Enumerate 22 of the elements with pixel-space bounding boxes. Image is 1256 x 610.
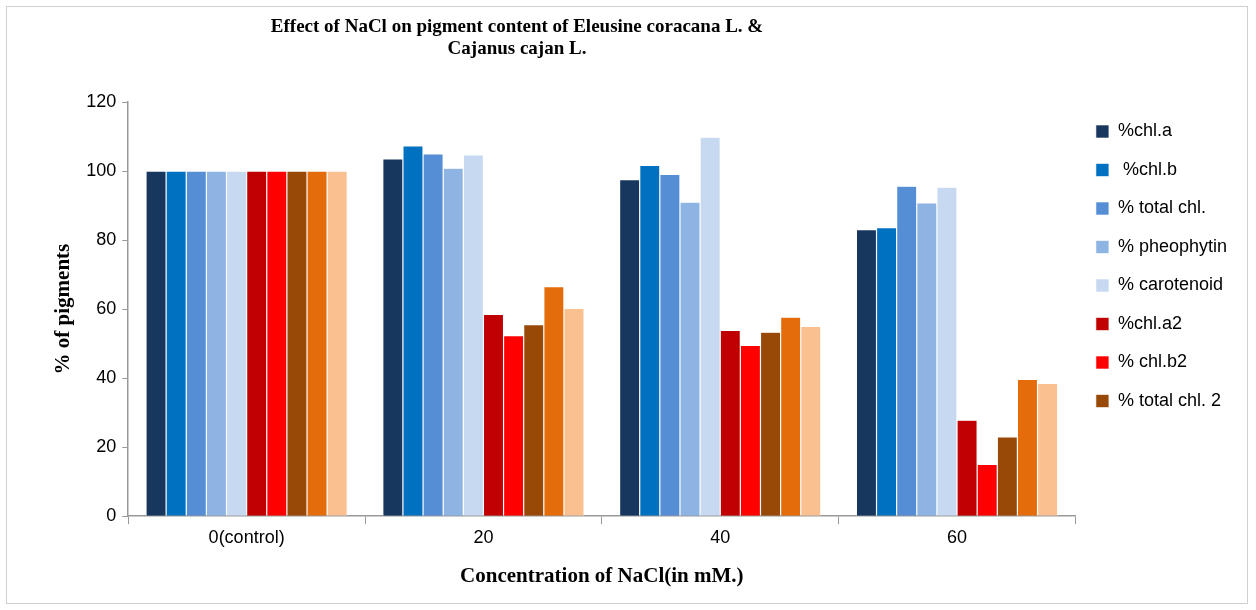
y-tick-label: 60 — [96, 298, 117, 319]
y-tick-label: 20 — [96, 436, 117, 457]
y-tick-label: 120 — [86, 90, 117, 111]
y-tick-label: 40 — [96, 367, 117, 388]
chart-title: Effect of NaCl on pigment content of Eleusine coracana L. & Cajanus cajan L. — [269, 15, 765, 59]
legend-label: % pheophytin — [1117, 235, 1228, 256]
legend-label: %chl.b — [1117, 158, 1177, 179]
legend-label: % total chl. 2 — [1117, 389, 1221, 410]
x-tick-label: 40 — [710, 526, 731, 547]
y-tick-label: 80 — [96, 229, 117, 250]
x-tick-label: 0(control) — [208, 526, 285, 547]
legend-label: % chl.b2 — [1117, 351, 1187, 372]
x-axis-title: Concentration of NaCl(in mM.) — [460, 562, 744, 587]
legend-label: %chl.a — [1117, 120, 1173, 141]
y-axis-title: % of pigments — [50, 243, 75, 375]
y-tick-label: 100 — [86, 160, 117, 180]
legend-label: % total chl. — [1117, 197, 1206, 218]
y-tick-label: 0 — [106, 505, 117, 526]
x-tick-label: 60 — [947, 526, 968, 547]
legend-label: % carotenoid — [1117, 274, 1223, 295]
legend-label: %chl.a2 — [1117, 312, 1182, 333]
x-tick-label: 20 — [473, 526, 494, 547]
